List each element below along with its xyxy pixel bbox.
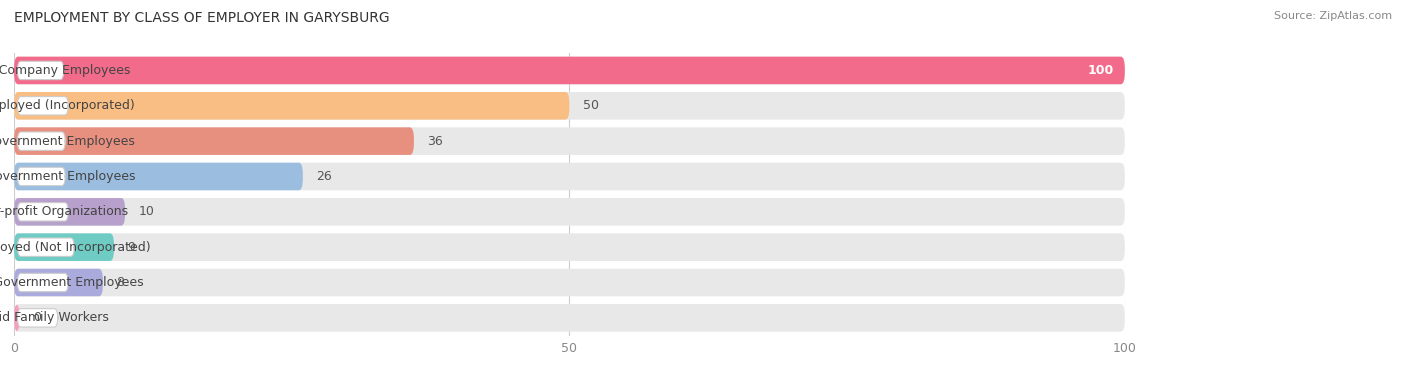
Text: Self-Employed (Not Incorporated): Self-Employed (Not Incorporated) [0,241,150,254]
FancyBboxPatch shape [14,57,1125,84]
Text: EMPLOYMENT BY CLASS OF EMPLOYER IN GARYSBURG: EMPLOYMENT BY CLASS OF EMPLOYER IN GARYS… [14,11,389,25]
Text: Unpaid Family Workers: Unpaid Family Workers [0,311,110,324]
FancyBboxPatch shape [14,304,1125,332]
FancyBboxPatch shape [14,163,302,190]
Text: Source: ZipAtlas.com: Source: ZipAtlas.com [1274,11,1392,21]
FancyBboxPatch shape [17,97,69,115]
Text: 9: 9 [128,241,135,254]
FancyBboxPatch shape [17,238,75,256]
FancyBboxPatch shape [14,233,1125,261]
FancyBboxPatch shape [14,92,569,120]
FancyBboxPatch shape [14,163,1125,190]
Text: 10: 10 [138,205,155,218]
FancyBboxPatch shape [14,269,103,296]
Text: 100: 100 [1087,64,1114,77]
FancyBboxPatch shape [17,132,65,150]
Text: 50: 50 [582,99,599,112]
FancyBboxPatch shape [14,127,413,155]
Text: Not-for-profit Organizations: Not-for-profit Organizations [0,205,128,218]
FancyBboxPatch shape [17,167,65,185]
FancyBboxPatch shape [14,57,1125,84]
Text: State Government Employees: State Government Employees [0,170,135,183]
Text: Private Company Employees: Private Company Employees [0,64,131,77]
FancyBboxPatch shape [17,273,69,292]
Text: 26: 26 [316,170,332,183]
FancyBboxPatch shape [14,269,1125,296]
Text: 36: 36 [427,135,443,148]
Text: 0: 0 [32,311,41,324]
FancyBboxPatch shape [14,304,20,332]
FancyBboxPatch shape [14,127,1125,155]
Text: Federal Government Employees: Federal Government Employees [0,276,143,289]
FancyBboxPatch shape [17,203,69,221]
FancyBboxPatch shape [14,198,1125,225]
Text: 8: 8 [117,276,124,289]
FancyBboxPatch shape [17,61,63,80]
FancyBboxPatch shape [17,309,58,327]
Text: Local Government Employees: Local Government Employees [0,135,135,148]
FancyBboxPatch shape [14,198,125,225]
FancyBboxPatch shape [14,233,114,261]
Text: Self-Employed (Incorporated): Self-Employed (Incorporated) [0,99,135,112]
FancyBboxPatch shape [14,92,1125,120]
